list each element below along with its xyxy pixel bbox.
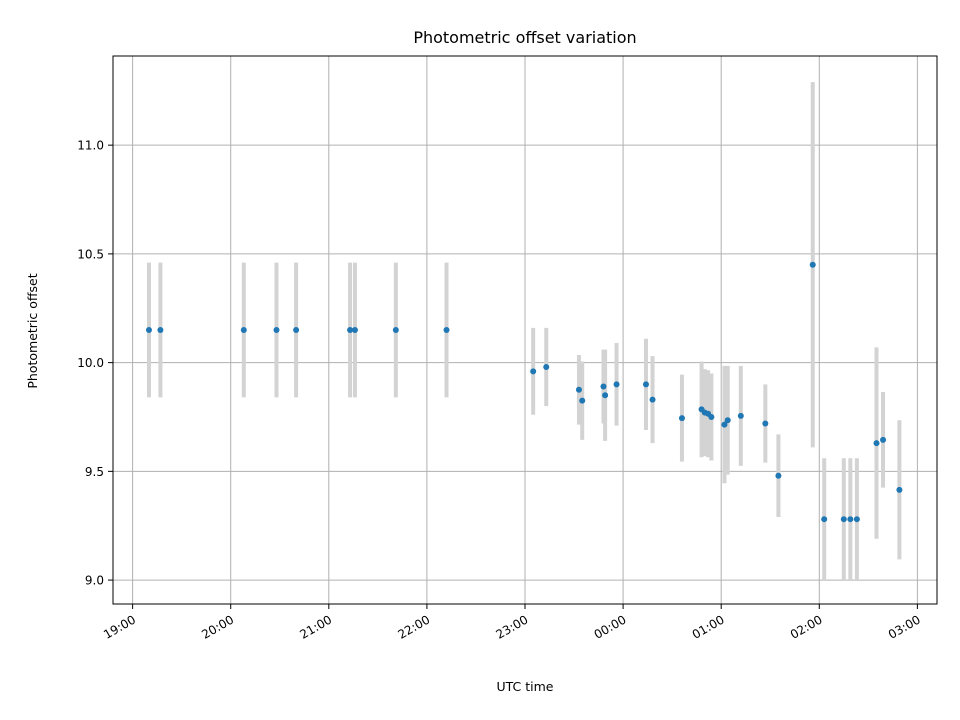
data-point xyxy=(853,516,860,523)
data-point xyxy=(873,440,880,447)
x-axis-ticks: 19:00 20:00 21:00 22:00 23:00 00:00 01:00 02:00… xyxy=(101,604,923,642)
x-tick-label: 19:00 xyxy=(101,612,138,641)
y-tick-label: 9.5 xyxy=(85,465,104,479)
data-point xyxy=(762,420,769,427)
data-point xyxy=(678,415,685,422)
data-point xyxy=(293,327,300,333)
data-point xyxy=(642,381,649,388)
x-tick-label: 20:00 xyxy=(199,612,236,641)
x-tick-label: 03:00 xyxy=(886,612,923,641)
data-point xyxy=(847,516,854,523)
y-tick-label: 10.5 xyxy=(77,247,104,261)
data-point xyxy=(775,472,782,479)
data-point xyxy=(649,396,656,403)
data-point xyxy=(240,327,247,333)
x-tick-label: 21:00 xyxy=(297,612,334,641)
y-axis-label: Photometric offset xyxy=(25,273,40,388)
data-points xyxy=(145,261,903,523)
data-point xyxy=(708,413,715,420)
data-point xyxy=(273,327,280,333)
data-point xyxy=(600,383,607,390)
y-tick-label: 11.0 xyxy=(77,139,104,153)
data-point xyxy=(809,261,816,268)
data-point xyxy=(530,368,537,375)
data-point xyxy=(602,392,609,399)
data-point xyxy=(443,327,450,333)
y-tick-label: 9.0 xyxy=(85,574,104,588)
grid-lines xyxy=(113,56,937,604)
data-point xyxy=(737,412,744,419)
data-point xyxy=(575,386,582,393)
data-point xyxy=(157,327,164,333)
x-tick-label: 23:00 xyxy=(494,612,531,641)
data-point xyxy=(392,327,399,333)
y-axis-ticks: 9.0 9.5 10.0 10.5 11.0 xyxy=(77,139,113,588)
data-point xyxy=(721,421,728,428)
data-point xyxy=(351,327,358,333)
data-point xyxy=(145,327,152,333)
x-tick-label: 01:00 xyxy=(690,612,727,641)
x-tick-label: 00:00 xyxy=(592,612,629,641)
x-axis-label: UTC time xyxy=(497,679,554,694)
data-point xyxy=(613,381,620,388)
data-point xyxy=(543,363,550,370)
chart-title: Photometric offset variation xyxy=(413,28,636,47)
data-point xyxy=(896,486,903,493)
error-bars xyxy=(146,82,902,581)
x-tick-label: 02:00 xyxy=(788,612,825,641)
data-point xyxy=(347,327,354,333)
x-tick-label: 22:00 xyxy=(395,612,432,641)
data-point xyxy=(880,436,887,443)
data-point xyxy=(840,516,847,523)
data-point xyxy=(821,516,828,523)
y-tick-label: 10.0 xyxy=(77,356,104,370)
data-point xyxy=(724,417,731,424)
data-point xyxy=(579,397,586,404)
